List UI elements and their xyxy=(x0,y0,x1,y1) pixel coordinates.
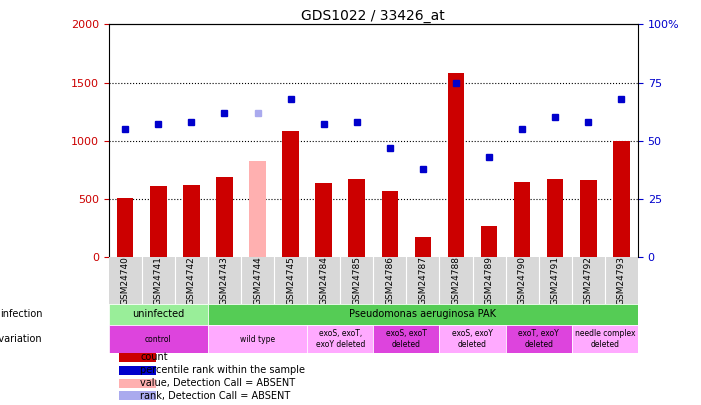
Bar xyxy=(119,391,156,400)
Text: GSM24744: GSM24744 xyxy=(253,256,262,305)
Bar xyxy=(250,160,266,257)
Bar xyxy=(572,325,638,353)
Text: GSM24789: GSM24789 xyxy=(484,256,494,305)
Text: infection: infection xyxy=(0,309,43,320)
Text: rank, Detection Call = ABSENT: rank, Detection Call = ABSENT xyxy=(140,391,291,401)
Bar xyxy=(580,180,597,257)
Bar xyxy=(481,226,497,257)
Bar xyxy=(514,181,531,257)
Bar xyxy=(183,185,200,257)
Text: count: count xyxy=(140,352,168,362)
Text: GSM24786: GSM24786 xyxy=(386,256,395,305)
Text: uninfected: uninfected xyxy=(132,309,184,320)
Text: Pseudomonas aeruginosa PAK: Pseudomonas aeruginosa PAK xyxy=(349,309,496,320)
Bar xyxy=(374,325,440,353)
Bar xyxy=(150,186,167,257)
Bar xyxy=(613,141,629,257)
Text: value, Detection Call = ABSENT: value, Detection Call = ABSENT xyxy=(140,378,296,388)
Text: GSM24741: GSM24741 xyxy=(154,256,163,305)
Text: GSM24743: GSM24743 xyxy=(220,256,229,305)
Bar xyxy=(109,325,208,353)
Text: GSM24784: GSM24784 xyxy=(319,256,328,305)
Text: percentile rank within the sample: percentile rank within the sample xyxy=(140,365,306,375)
Text: GSM24787: GSM24787 xyxy=(418,256,428,305)
Text: exoS, exoT
deleted: exoS, exoT deleted xyxy=(386,329,427,349)
Bar xyxy=(216,177,233,257)
Bar xyxy=(307,325,374,353)
Text: GSM24742: GSM24742 xyxy=(187,256,196,305)
Bar xyxy=(547,179,564,257)
Bar xyxy=(117,198,133,257)
Bar xyxy=(208,304,638,325)
Text: GSM24793: GSM24793 xyxy=(617,256,626,305)
Bar xyxy=(119,353,156,362)
Bar xyxy=(315,183,332,257)
Text: GSM24785: GSM24785 xyxy=(352,256,361,305)
Bar xyxy=(348,179,365,257)
Text: control: control xyxy=(145,335,172,343)
Bar xyxy=(440,325,505,353)
Text: GSM24792: GSM24792 xyxy=(584,256,593,305)
Bar xyxy=(448,73,464,257)
Text: exoS, exoT,
exoY deleted: exoS, exoT, exoY deleted xyxy=(315,329,365,349)
Bar xyxy=(414,237,431,257)
Title: GDS1022 / 33426_at: GDS1022 / 33426_at xyxy=(301,9,445,23)
Text: GSM24740: GSM24740 xyxy=(121,256,130,305)
Text: exoS, exoY
deleted: exoS, exoY deleted xyxy=(452,329,493,349)
Text: genotype/variation: genotype/variation xyxy=(0,334,43,344)
Bar xyxy=(208,325,307,353)
Bar xyxy=(119,366,156,375)
Bar xyxy=(119,379,156,388)
Bar xyxy=(109,304,208,325)
Text: needle complex
deleted: needle complex deleted xyxy=(575,329,635,349)
Bar xyxy=(381,191,398,257)
Text: GSM24791: GSM24791 xyxy=(551,256,559,305)
Bar xyxy=(283,132,299,257)
Text: exoT, exoY
deleted: exoT, exoY deleted xyxy=(518,329,559,349)
Text: GSM24745: GSM24745 xyxy=(286,256,295,305)
Text: GSM24788: GSM24788 xyxy=(451,256,461,305)
Text: GSM24790: GSM24790 xyxy=(517,256,526,305)
Text: wild type: wild type xyxy=(240,335,275,343)
Bar xyxy=(505,325,572,353)
